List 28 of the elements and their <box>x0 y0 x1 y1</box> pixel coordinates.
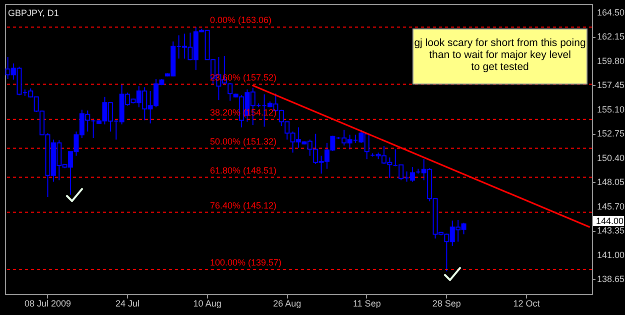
x-tick-label: 08 Jul 2009 <box>24 298 72 308</box>
ref-line-label: 50.00% (151.32) <box>210 136 277 146</box>
y-tick-label: 155.10 <box>597 104 625 114</box>
x-tick-label: 12 Oct <box>513 298 540 308</box>
x-tick-label: 24 Jul <box>116 298 140 308</box>
y-tick-label: 164.50 <box>597 7 625 18</box>
y-tick-label: 162.15 <box>597 32 625 42</box>
y-tick-label: 145.70 <box>597 201 625 212</box>
ref-line-label: 76.40% (145.12) <box>210 200 277 210</box>
y-tick-label: 152.75 <box>597 128 625 139</box>
ref-line-label: 100.00% (139.57) <box>210 258 282 268</box>
chart-title: GBPJPY, D1 <box>8 8 59 18</box>
y-tick-label: 138.65 <box>597 274 625 284</box>
candlestick <box>228 82 233 102</box>
text: 144.00 <box>596 216 624 226</box>
y-tick-label: 141.00 <box>597 250 625 260</box>
y-tick-label: 159.80 <box>597 56 625 66</box>
ref-line-label: 61.80% (148.51) <box>210 165 277 176</box>
annotation: gj look scary for short from this poing than to wait for major key level to get tested <box>414 37 586 73</box>
ref-line-label: 0.00% (163.06) <box>210 15 272 26</box>
y-tick-label: 157.45 <box>597 80 625 90</box>
x-tick-label: 11 Sep <box>352 298 381 308</box>
x-tick-label: 10 Aug <box>193 298 222 308</box>
y-tick-label: 150.40 <box>597 152 625 163</box>
y-tick-label: 148.05 <box>597 177 625 188</box>
x-tick-label: 28 Sep <box>432 298 461 308</box>
x-tick-label: 26 Aug <box>273 298 302 308</box>
y-tick-label: 143.35 <box>597 226 625 236</box>
